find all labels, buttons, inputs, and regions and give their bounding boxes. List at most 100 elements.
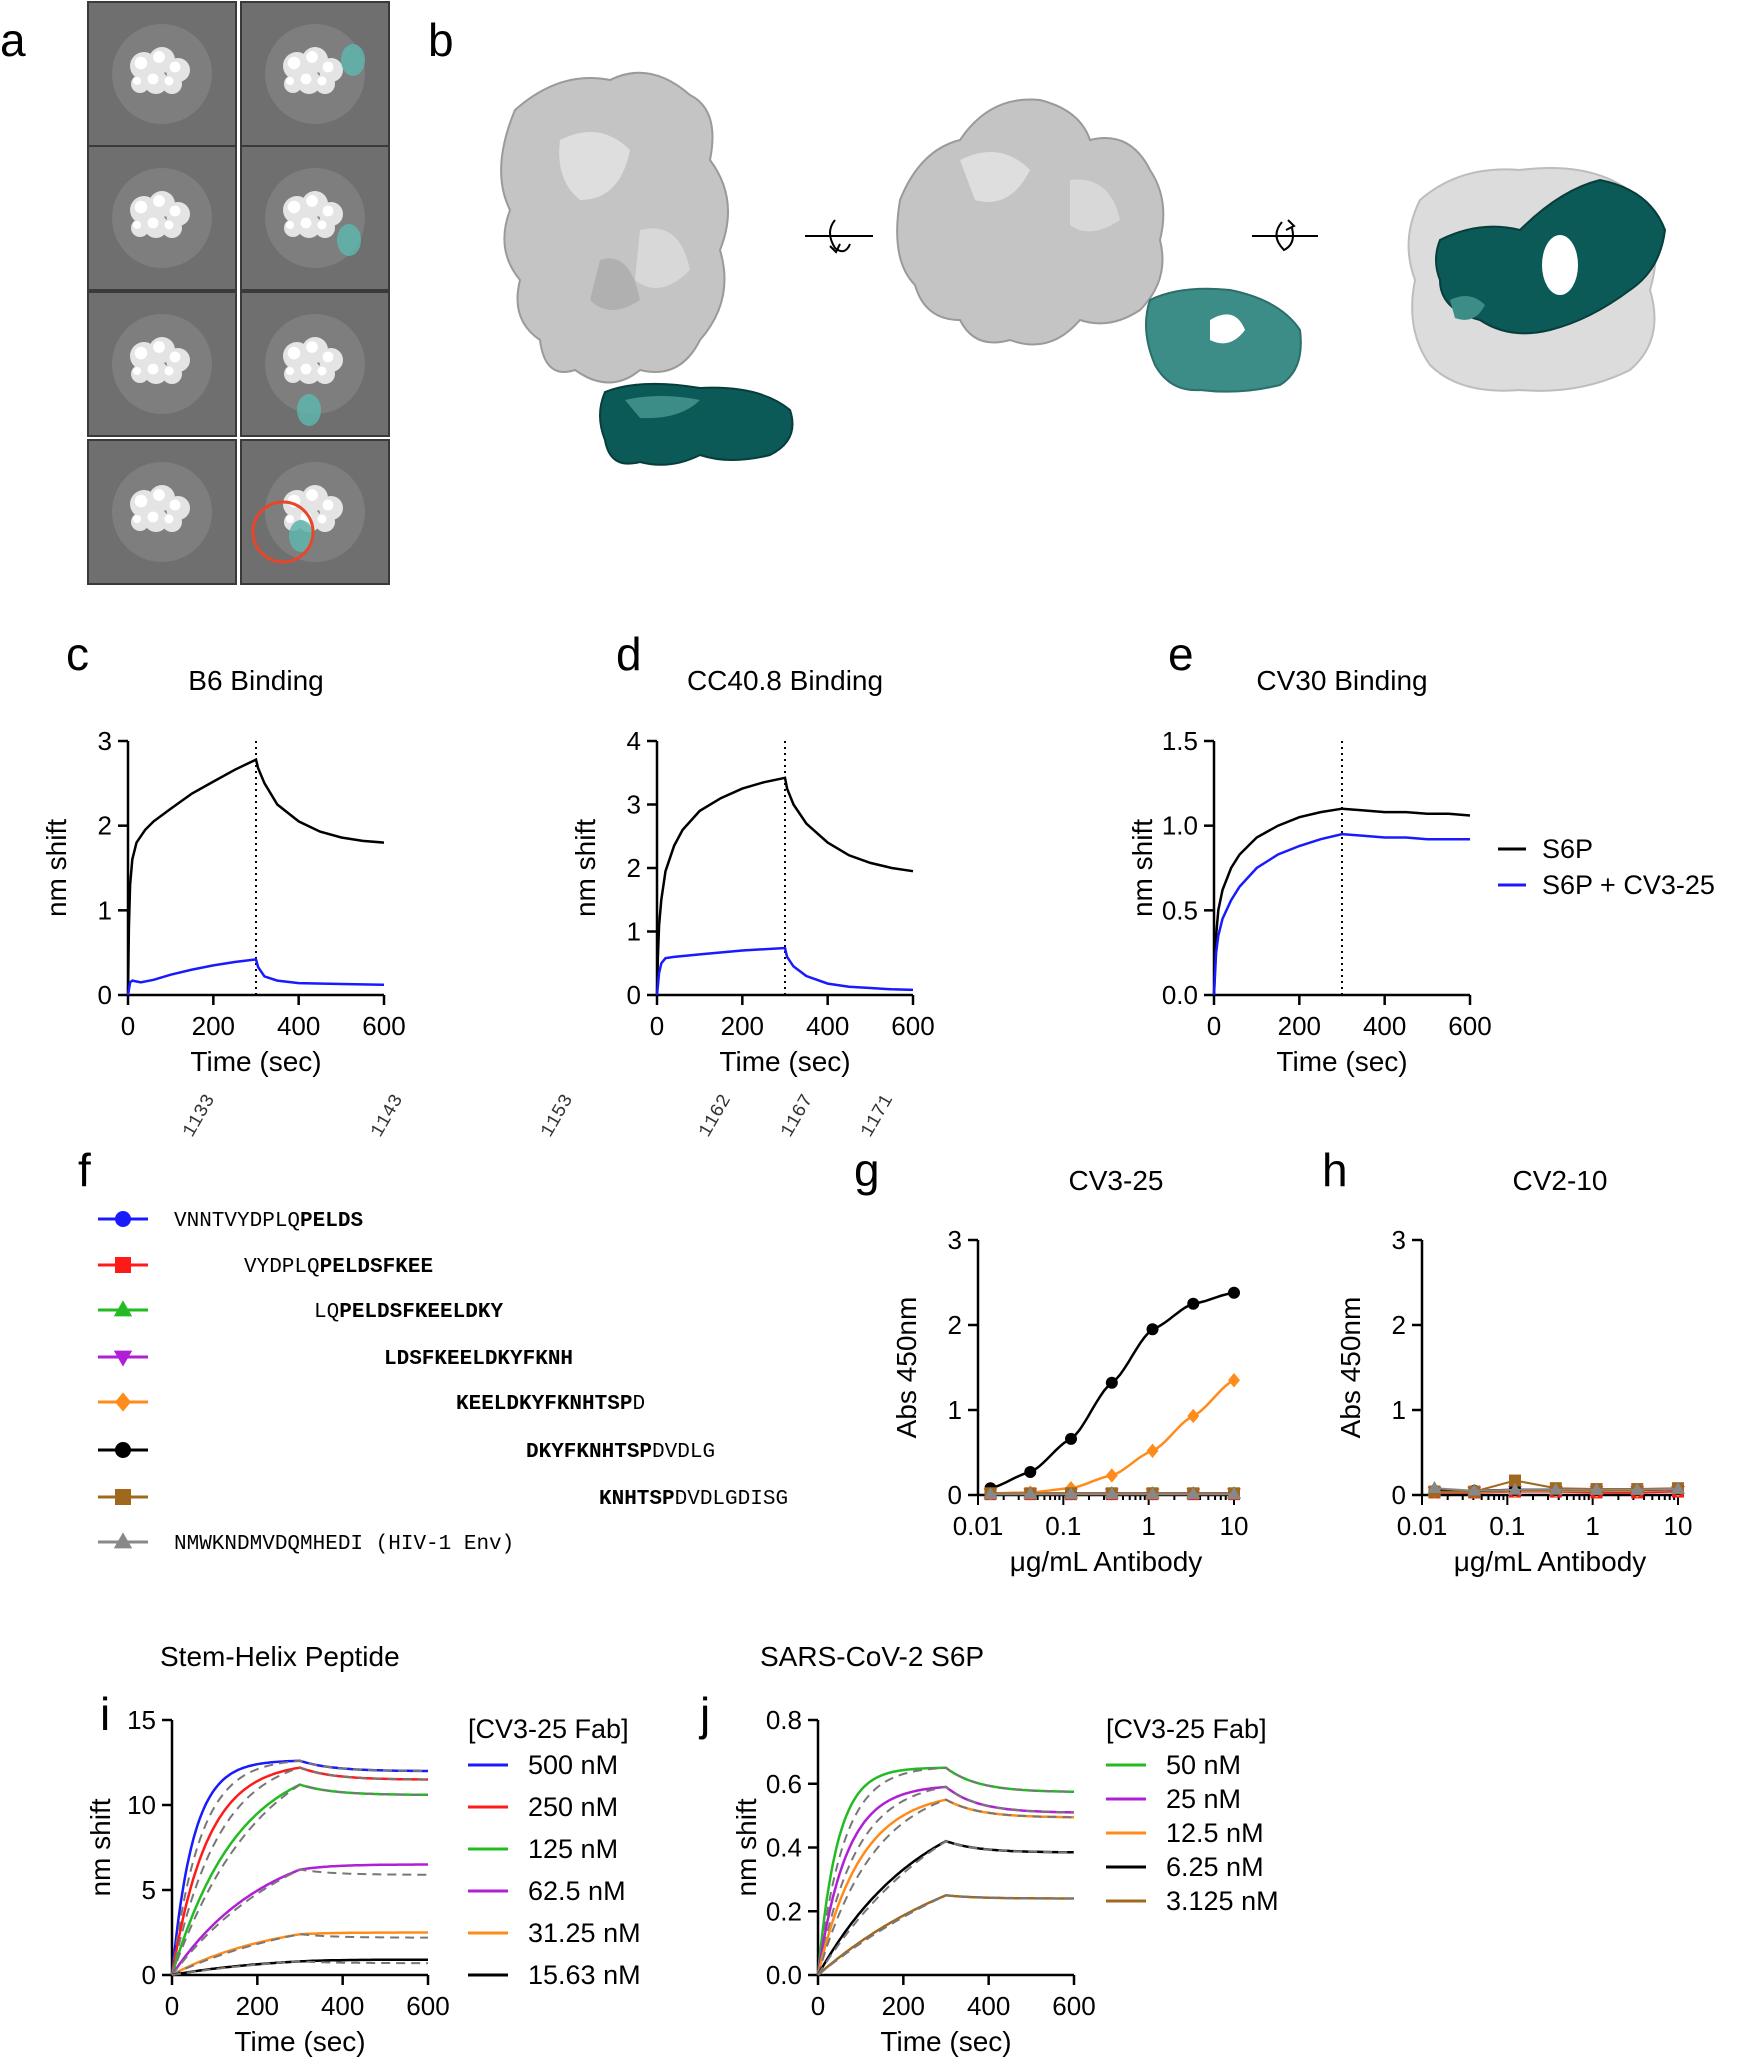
x-tick-label: 600 (1448, 1011, 1491, 1041)
y-tick-label: 3 (98, 726, 112, 756)
y-tick-label: 0.8 (766, 1705, 802, 1735)
legend-label: 50 nM (1166, 1750, 1241, 1780)
particle-density (284, 75, 302, 93)
particle-density-core (306, 341, 318, 353)
panel-label-c: c (66, 628, 89, 680)
data-point (1589, 1482, 1604, 1495)
class-average (87, 1, 237, 147)
y-tick-label: 2 (98, 811, 112, 841)
y-tick-label: 0 (142, 1960, 156, 1990)
series-line (126, 958, 385, 996)
panel-label-h: h (1322, 1144, 1348, 1196)
x-axis-label: Time (sec) (719, 1046, 850, 1077)
particle-density-core (164, 366, 174, 376)
residue-number: 1167 (776, 1091, 818, 1141)
series-line (816, 1798, 1074, 1976)
data-point (1024, 1466, 1037, 1479)
fit-line (817, 1766, 1074, 1976)
fab-density (297, 394, 321, 426)
data-point (1630, 1482, 1645, 1495)
legend-title: [CV3-25 Fab] (468, 1714, 629, 1744)
particle-density-core (147, 363, 159, 375)
y-tick-label: 0.5 (1162, 895, 1198, 925)
peptide-plain: NMWKNDMVDQMHEDI (HIV-1 Env) (174, 1533, 514, 1556)
particle-density-core (153, 51, 165, 63)
x-tick-label: 0.01 (1397, 1511, 1448, 1541)
panel-label-e: e (1168, 628, 1194, 680)
highlight-circle (251, 500, 315, 564)
3d-view-3 (1407, 167, 1667, 392)
legend-label: S6P + CV3-25 (1542, 870, 1715, 900)
legend-marker (115, 1211, 131, 1227)
x-tick-label: 10 (1664, 1511, 1693, 1541)
x-tick-label: 10 (1220, 1511, 1249, 1541)
fit-line (171, 1933, 428, 1976)
y-axis-label: nm shift (570, 819, 601, 917)
chart-g: 0 1 2 3 0.01 0.1 1 10 μg/mL Antibody Abs 450nm CV3… (891, 1165, 1248, 1577)
chart-title: SARS-CoV-2 S6P (760, 1641, 984, 1672)
y-tick-label: 15 (127, 1705, 156, 1735)
peptide-sequence: DKYFKNHTSPDVDLG (526, 1441, 715, 1464)
particle-density-core (317, 220, 327, 230)
x-axis-label: μg/mL Antibody (1010, 1546, 1203, 1577)
data-point (1671, 1481, 1685, 1494)
y-tick-label: 3 (627, 790, 641, 820)
particle-density-core (147, 217, 159, 229)
particle-density-core (306, 51, 318, 63)
x-tick-label: 400 (321, 1991, 364, 2021)
fit-line (817, 1785, 1074, 1976)
data-point (1509, 1474, 1522, 1487)
legend-label: 3.125 nM (1166, 1886, 1279, 1916)
particle-density-core (285, 220, 295, 230)
data-point (1186, 1486, 1201, 1499)
y-tick-label: 2 (948, 1310, 962, 1340)
y-tick-label: 0 (1392, 1480, 1406, 1510)
particle-density-core (134, 56, 148, 70)
x-tick-label: 400 (277, 1011, 320, 1041)
peptide-sequence: KEELDKYFKNHTSPD (456, 1393, 645, 1416)
particle-density-core (322, 499, 334, 511)
rotation-icon-2 (1252, 219, 1318, 252)
particle-density (131, 365, 149, 383)
particle-density-core (134, 494, 148, 508)
x-tick-label: 0 (1207, 1011, 1221, 1041)
x-tick-label: 0.01 (953, 1511, 1004, 1541)
data-point (1064, 1486, 1078, 1499)
fit-line (990, 1291, 1235, 1490)
data-point (1228, 1373, 1240, 1388)
y-tick-label: 10 (127, 1790, 156, 1820)
fit-line (171, 1960, 428, 1976)
x-axis-label: Time (sec) (1276, 1046, 1407, 1077)
y-tick-label: 1 (98, 895, 112, 925)
peptide-bold: PELDSFKEE (320, 1256, 433, 1279)
data-point (1065, 1432, 1078, 1445)
residue-number: 1171 (856, 1091, 898, 1141)
legend-marker (115, 1489, 131, 1505)
chart-title: B6 Binding (188, 665, 323, 696)
data-point (983, 1486, 998, 1499)
class-average (240, 1, 390, 147)
particle-density-core (132, 514, 142, 524)
particle-density-core (132, 76, 142, 86)
fit-line (171, 1783, 428, 1976)
particle-density-core (317, 76, 327, 86)
x-tick-label: 400 (806, 1011, 849, 1041)
x-tick-label: 1 (1585, 1511, 1599, 1541)
residue-number: 1162 (694, 1091, 736, 1141)
peptide-bold: KEELDKYFKNHTSP (456, 1393, 632, 1416)
rotation-icon-1 (805, 219, 873, 254)
chart-h: 0 1 2 3 0.01 0.1 1 10 μg/mL Antibody Abs 450nm CV2… (1335, 1165, 1692, 1577)
x-tick-label: 0 (121, 1011, 135, 1041)
x-tick-label: 600 (362, 1011, 405, 1041)
x-tick-label: 600 (891, 1011, 934, 1041)
y-tick-label: 2 (1392, 1310, 1406, 1340)
particle-density-core (300, 363, 312, 375)
fit-line (171, 1868, 428, 1976)
series-line (171, 1931, 428, 1977)
legend-marker (113, 1532, 133, 1549)
panel-label-d: d (616, 628, 642, 680)
fit-line (817, 1894, 1074, 1976)
peptide-sequence: VYDPLQPELDSFKEE (244, 1256, 433, 1279)
y-tick-label: 1.5 (1162, 726, 1198, 756)
